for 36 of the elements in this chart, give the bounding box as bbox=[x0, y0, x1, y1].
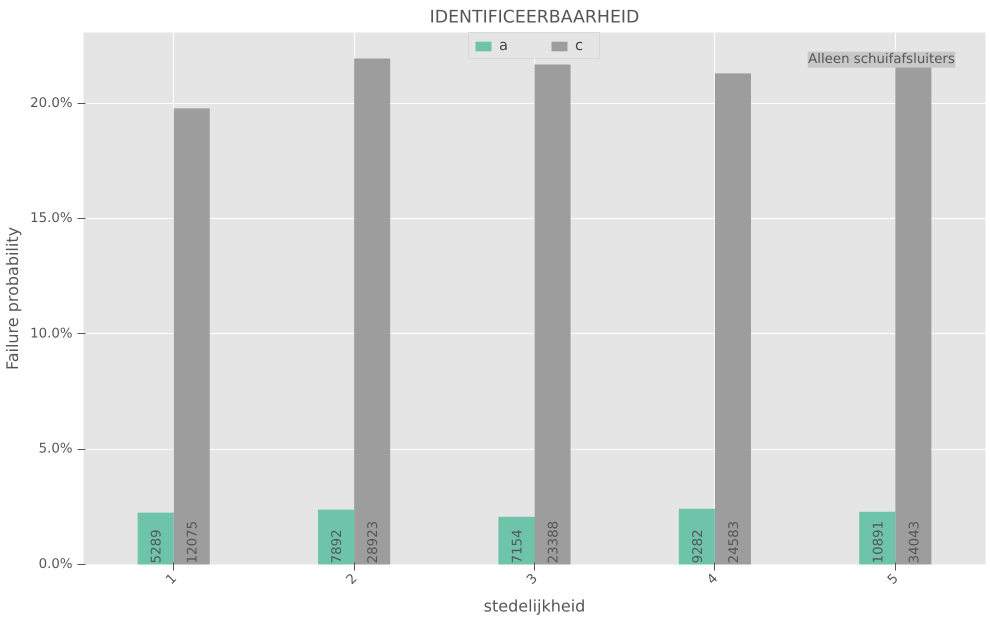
y-axis-title: Failure probability bbox=[3, 226, 22, 370]
legend-label: c bbox=[575, 37, 584, 54]
x-tick-label: 2 bbox=[344, 571, 360, 588]
x-tick-label: 3 bbox=[524, 571, 541, 588]
y-tick-label: 20.0% bbox=[30, 96, 73, 111]
bar bbox=[138, 512, 174, 564]
legend-label: a bbox=[499, 37, 509, 54]
chart-title: IDENTIFICEERBAARHEID bbox=[430, 8, 640, 28]
y-tick-label: 10.0% bbox=[30, 326, 73, 342]
annotation: 10891 bbox=[871, 520, 886, 564]
bar bbox=[498, 516, 534, 564]
annotation: 7892 bbox=[330, 529, 346, 564]
y-tick-label: 5.0% bbox=[38, 442, 73, 457]
annotation: 24583 bbox=[726, 520, 742, 564]
x-axis-title: stedelijkheid bbox=[484, 596, 586, 616]
annotation: 9282 bbox=[690, 529, 706, 564]
annotation: 34043 bbox=[907, 520, 922, 564]
annotation: 12075 bbox=[186, 520, 201, 564]
x-tick-label: 4 bbox=[704, 571, 722, 588]
annotation: 5289 bbox=[150, 529, 165, 564]
bar bbox=[714, 73, 751, 564]
y-tick-label: 15.0% bbox=[30, 211, 73, 226]
annotation: Alleen schuifafsluiters bbox=[808, 52, 955, 68]
annotation: 28923 bbox=[366, 520, 382, 564]
x-tick-label: 5 bbox=[885, 571, 902, 588]
bar bbox=[859, 512, 896, 564]
annotation: 7154 bbox=[510, 529, 526, 564]
annotation: 23388 bbox=[546, 520, 562, 564]
bar bbox=[174, 108, 210, 564]
y-tick-label: 0.0% bbox=[38, 557, 73, 572]
x-tick-label: 1 bbox=[163, 571, 180, 588]
bar bbox=[318, 510, 354, 564]
bar bbox=[354, 58, 390, 564]
bar bbox=[534, 64, 571, 564]
bar bbox=[895, 68, 932, 564]
bar bbox=[678, 508, 715, 564]
